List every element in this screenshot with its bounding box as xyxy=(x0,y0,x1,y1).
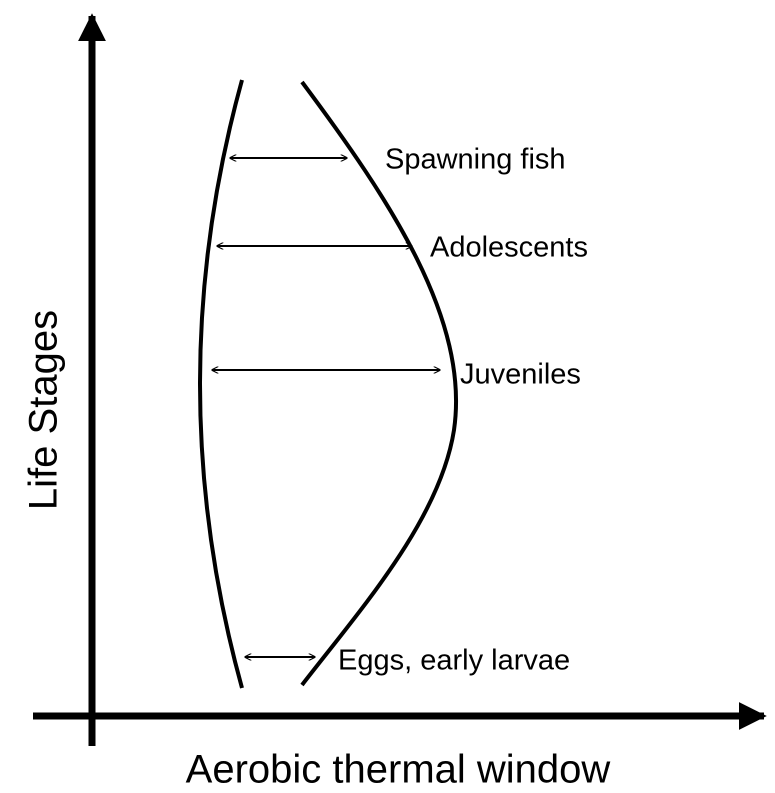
upper-limit-curve xyxy=(300,80,459,687)
stage-label: Juveniles xyxy=(460,359,581,391)
x-axis-label: Aerobic thermal window xyxy=(186,748,611,792)
lower-limit-curve xyxy=(198,79,244,689)
y-axis-label: Life Stages xyxy=(22,310,66,510)
stage-label: Spawning fish xyxy=(385,144,566,176)
stage-label: Adolescents xyxy=(430,232,588,264)
stage-label: Eggs, early larvae xyxy=(338,645,570,677)
